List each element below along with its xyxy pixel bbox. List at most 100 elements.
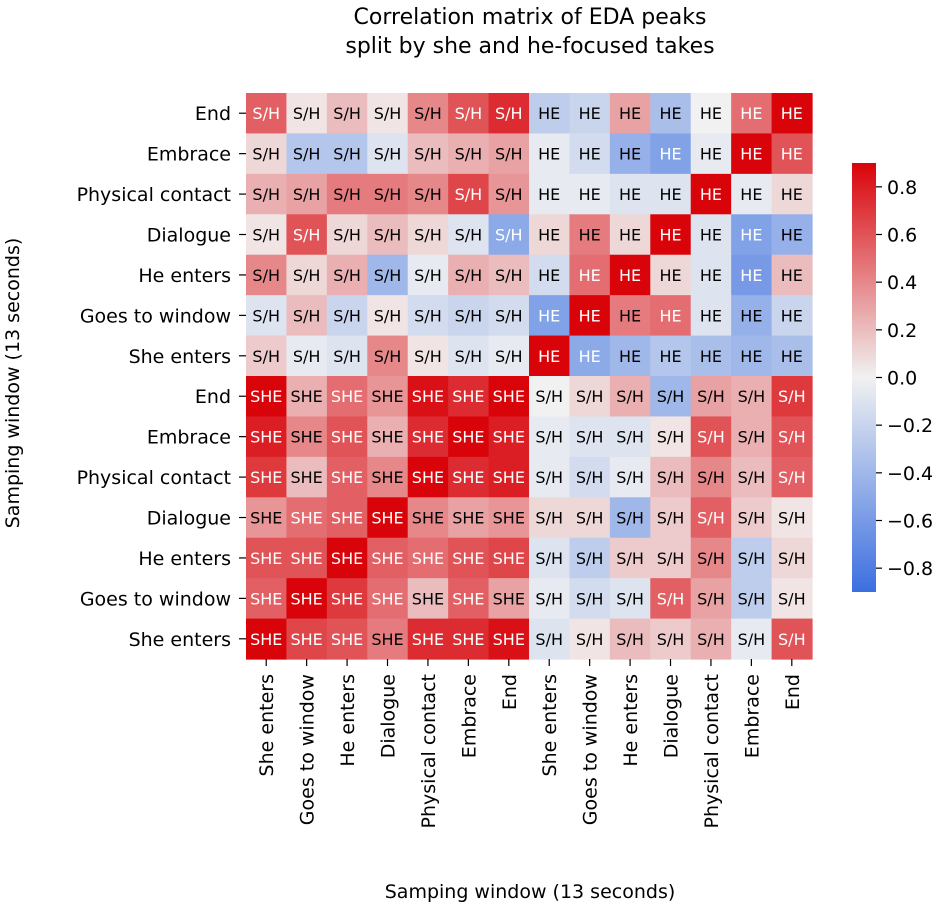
cell-label: SHE — [290, 387, 322, 406]
cell-label: S/H — [576, 509, 604, 528]
x-axis-label: Samping window (13 seconds) — [385, 881, 676, 903]
heatmap-cell — [569, 376, 611, 418]
cell-label: S/H — [414, 185, 442, 204]
cell-label: SHE — [452, 387, 484, 406]
heatmap-cell — [326, 376, 368, 418]
cell-label: S/H — [252, 104, 280, 123]
heatmap-cell — [367, 335, 409, 377]
cell-label: S/H — [293, 266, 321, 285]
cell-label: S/H — [495, 347, 523, 366]
heatmap-cell — [326, 578, 368, 620]
cell-label: SHE — [371, 428, 403, 447]
heatmap-cell — [326, 497, 368, 539]
x-tick-label: Dialogue — [378, 674, 400, 758]
x-tick-labels: She enters Goes to window He enters Dialogu… — [256, 659, 804, 828]
cell-label: SHE — [371, 589, 403, 608]
cell-label: S/H — [616, 428, 644, 447]
cell-label: HE — [579, 266, 601, 285]
cell-label: HE — [700, 347, 722, 366]
heatmap-cell — [529, 416, 571, 458]
cell-label: S/H — [657, 428, 685, 447]
cell-label: S/H — [333, 306, 361, 325]
cell-label: SHE — [331, 630, 363, 649]
cell-label: SHE — [371, 509, 403, 528]
heatmap-cell — [367, 578, 409, 620]
chart-title-line-2: split by she and he-focused takes — [345, 34, 714, 59]
heatmap-cell — [488, 618, 530, 660]
cell-label: SHE — [493, 428, 525, 447]
heatmap-cell — [326, 537, 368, 579]
cell-label: S/H — [657, 589, 685, 608]
cell-label: SHE — [250, 509, 282, 528]
heatmap-cell — [569, 497, 611, 539]
cell-label: S/H — [333, 347, 361, 366]
cell-label: SHE — [412, 428, 444, 447]
cell-label: S/H — [293, 145, 321, 164]
heatmap-cell — [488, 254, 530, 296]
heatmap-cell — [326, 335, 368, 377]
heatmap-cell — [731, 376, 773, 418]
heatmap-cell — [690, 376, 732, 418]
cell-label: S/H — [455, 306, 483, 325]
heatmap-cell — [488, 537, 530, 579]
heatmap-cell — [488, 376, 530, 418]
heatmap-cell — [286, 214, 328, 256]
heatmap-cell — [367, 537, 409, 579]
cell-label: SHE — [331, 549, 363, 568]
cell-label: S/H — [738, 509, 766, 528]
cell-label: SHE — [250, 589, 282, 608]
heatmap-cell — [771, 618, 813, 660]
colorbar-tick-label: 0.4 — [887, 272, 917, 294]
heatmap-cell — [246, 537, 288, 579]
x-tick-label: She enters — [256, 674, 278, 776]
cell-label: HE — [619, 185, 641, 204]
cell-label: S/H — [333, 226, 361, 245]
heatmap-cell — [650, 93, 692, 135]
cell-label: S/H — [293, 104, 321, 123]
heatmap-cell — [246, 133, 288, 175]
cell-label: S/H — [616, 387, 644, 406]
cell-label: SHE — [412, 549, 444, 568]
cell-label: S/H — [374, 185, 402, 204]
cell-label: S/H — [535, 387, 563, 406]
cell-label: S/H — [738, 387, 766, 406]
cell-label: SHE — [331, 428, 363, 447]
colorbar-tick-label: 0.8 — [887, 177, 917, 199]
cell-label: S/H — [657, 630, 685, 649]
heatmap-cell — [650, 456, 692, 498]
cell-label: HE — [740, 266, 762, 285]
y-tick-label: End — [195, 386, 231, 408]
heatmap-cell — [246, 456, 288, 498]
cell-label: S/H — [576, 549, 604, 568]
y-tick-label: She enters — [129, 346, 231, 368]
cell-label: S/H — [576, 630, 604, 649]
cell-label: S/H — [293, 185, 321, 204]
cell-label: HE — [619, 306, 641, 325]
heatmap-cell — [771, 456, 813, 498]
heatmap-cell — [771, 295, 813, 337]
heatmap-cell — [609, 416, 651, 458]
cell-label: S/H — [252, 185, 280, 204]
colorbar-tick-label: −0.4 — [887, 463, 933, 485]
cell-label: S/H — [495, 104, 523, 123]
heatmap-cell — [367, 214, 409, 256]
heatmap-cell — [609, 214, 651, 256]
cell-label: S/H — [535, 549, 563, 568]
heatmap-cell — [529, 618, 571, 660]
cell-label: S/H — [495, 185, 523, 204]
cell-label: SHE — [331, 387, 363, 406]
heatmap-cell — [650, 173, 692, 215]
cell-label: SHE — [290, 509, 322, 528]
cell-label: SHE — [250, 549, 282, 568]
y-tick-label: He enters — [138, 265, 231, 287]
y-tick-label: He enters — [138, 548, 231, 570]
cell-label: SHE — [412, 509, 444, 528]
heatmap-cell — [771, 335, 813, 377]
cell-label: HE — [538, 266, 560, 285]
cell-label: S/H — [778, 428, 806, 447]
heatmap-cell — [771, 254, 813, 296]
cell-label: S/H — [657, 468, 685, 487]
cell-label: S/H — [738, 468, 766, 487]
cell-label: S/H — [333, 104, 361, 123]
x-tick-label: Dialogue — [661, 674, 683, 758]
